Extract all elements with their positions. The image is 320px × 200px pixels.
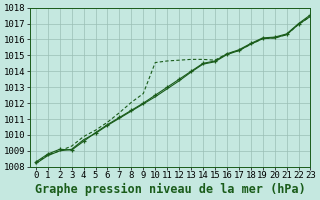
X-axis label: Graphe pression niveau de la mer (hPa): Graphe pression niveau de la mer (hPa) [35, 183, 306, 196]
